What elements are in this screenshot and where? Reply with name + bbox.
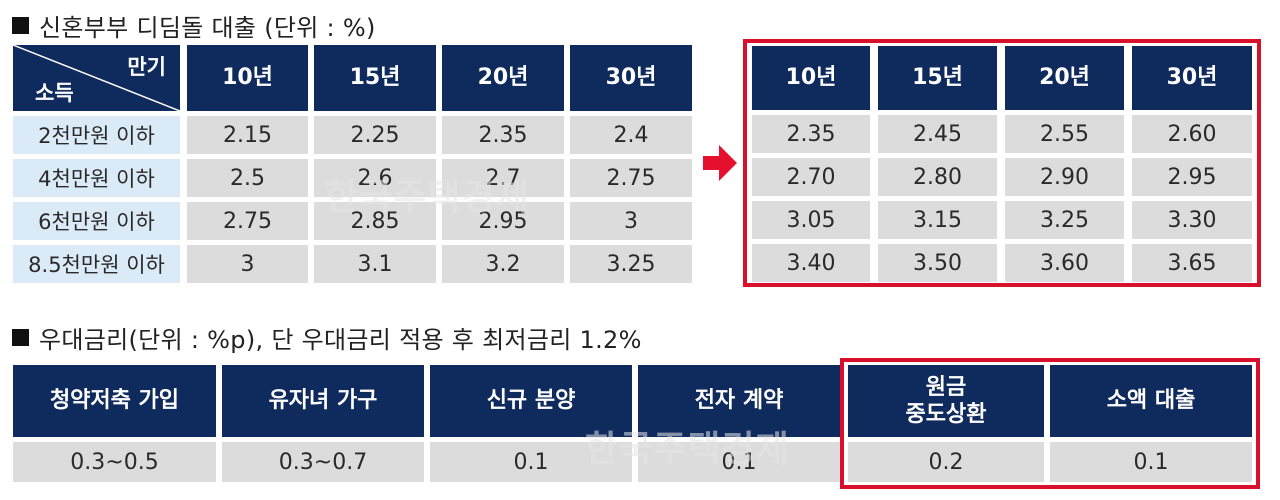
- pref-value-cell: 0.1: [1050, 442, 1252, 482]
- new-rate-cell: 2.55: [1005, 115, 1124, 153]
- old-header-20y: 20년: [442, 45, 564, 111]
- row-label-income-3: 6천만원 이하: [13, 202, 180, 240]
- square-bullet-icon: [12, 16, 29, 34]
- pref-header-prepayment: 원금 중도상환: [848, 365, 1044, 437]
- old-rate-cell: 3.25: [570, 245, 692, 283]
- old-header-15y: 15년: [314, 45, 436, 111]
- old-rate-cell: 2.75: [187, 202, 308, 240]
- new-header-10y: 10년: [752, 46, 870, 110]
- corner-term-label: 만기: [127, 55, 166, 79]
- new-rate-cell: 3.25: [1005, 201, 1124, 239]
- old-rate-cell: 2.6: [314, 159, 436, 197]
- pref-highlight-box: [840, 358, 1260, 489]
- new-rate-cell: 3.50: [878, 244, 997, 282]
- old-header-10y: 10년: [187, 45, 308, 111]
- new-header-30y: 30년: [1132, 46, 1252, 110]
- new-rate-cell: 2.60: [1132, 115, 1252, 153]
- right-arrow-icon: [703, 145, 737, 181]
- pref-value-cell: 0.1: [430, 442, 632, 482]
- pref-header-subscription: 청약저축 가입: [13, 365, 216, 437]
- old-rate-cell: 2.85: [314, 202, 436, 240]
- section1-title-text: 신혼부부 디딤돌 대출 (단위 : %): [39, 13, 376, 42]
- new-rate-cell: 3.65: [1132, 244, 1252, 282]
- pref-header-e-contract: 전자 계약: [638, 365, 840, 437]
- row-label-income-1: 2천만원 이하: [13, 116, 180, 154]
- old-rate-cell: 2.15: [187, 116, 308, 154]
- new-rate-cell: 3.40: [752, 244, 870, 282]
- new-rate-cell: 3.15: [878, 201, 997, 239]
- section2-title: 우대금리(단위 : %p), 단 우대금리 적용 후 최저금리 1.2%: [12, 320, 642, 354]
- table-corner-header: 만기 소득: [13, 45, 180, 111]
- pref-header-small-loan: 소액 대출: [1050, 365, 1252, 437]
- old-rate-cell: 3.2: [442, 245, 564, 283]
- new-rate-cell: 2.90: [1005, 158, 1124, 196]
- old-rate-cell: 2.95: [442, 202, 564, 240]
- row-label-income-2: 4천만원 이하: [13, 159, 180, 197]
- pref-value-cell: 0.1: [638, 442, 840, 482]
- new-rate-cell: 2.35: [752, 115, 870, 153]
- new-rate-cell: 3.05: [752, 201, 870, 239]
- new-header-15y: 15년: [878, 46, 997, 110]
- old-rate-cell: 2.7: [442, 159, 564, 197]
- new-rate-cell: 2.70: [752, 158, 870, 196]
- old-rate-cell: 2.35: [442, 116, 564, 154]
- old-rate-cell: 2.25: [314, 116, 436, 154]
- pref-value-cell: 0.3~0.5: [13, 442, 216, 482]
- new-rates-highlight-box: [743, 39, 1261, 287]
- old-rate-cell: 2.75: [570, 159, 692, 197]
- old-rate-cell: 2.4: [570, 116, 692, 154]
- diagonal-line: [13, 45, 180, 111]
- new-rate-cell: 2.80: [878, 158, 997, 196]
- section2-title-text: 우대금리(단위 : %p), 단 우대금리 적용 후 최저금리 1.2%: [39, 325, 642, 354]
- pref-header-children: 유자녀 가구: [222, 365, 424, 437]
- watermark-logo: 한국주택경제: [325, 177, 530, 218]
- pref-header-new-sale: 신규 분양: [430, 365, 632, 437]
- old-rate-cell: 2.5: [187, 159, 308, 197]
- old-rate-cell: 3: [187, 245, 308, 283]
- square-bullet-icon: [12, 328, 29, 346]
- pref-value-cell: 0.3~0.7: [222, 442, 424, 482]
- old-rate-cell: 3.1: [314, 245, 436, 283]
- new-rate-cell: 2.95: [1132, 158, 1252, 196]
- old-rate-cell: 3: [570, 202, 692, 240]
- section1-title: 신혼부부 디딤돌 대출 (단위 : %): [12, 8, 376, 42]
- new-rate-cell: 2.45: [878, 115, 997, 153]
- new-header-20y: 20년: [1005, 46, 1124, 110]
- row-label-income-4: 8.5천만원 이하: [13, 245, 180, 283]
- pref-value-cell: 0.2: [848, 442, 1044, 482]
- watermark-logo: 한국주택경제: [585, 429, 790, 470]
- corner-income-label: 소득: [35, 81, 74, 105]
- old-header-30y: 30년: [570, 45, 692, 111]
- new-rate-cell: 3.30: [1132, 201, 1252, 239]
- new-rate-cell: 3.60: [1005, 244, 1124, 282]
